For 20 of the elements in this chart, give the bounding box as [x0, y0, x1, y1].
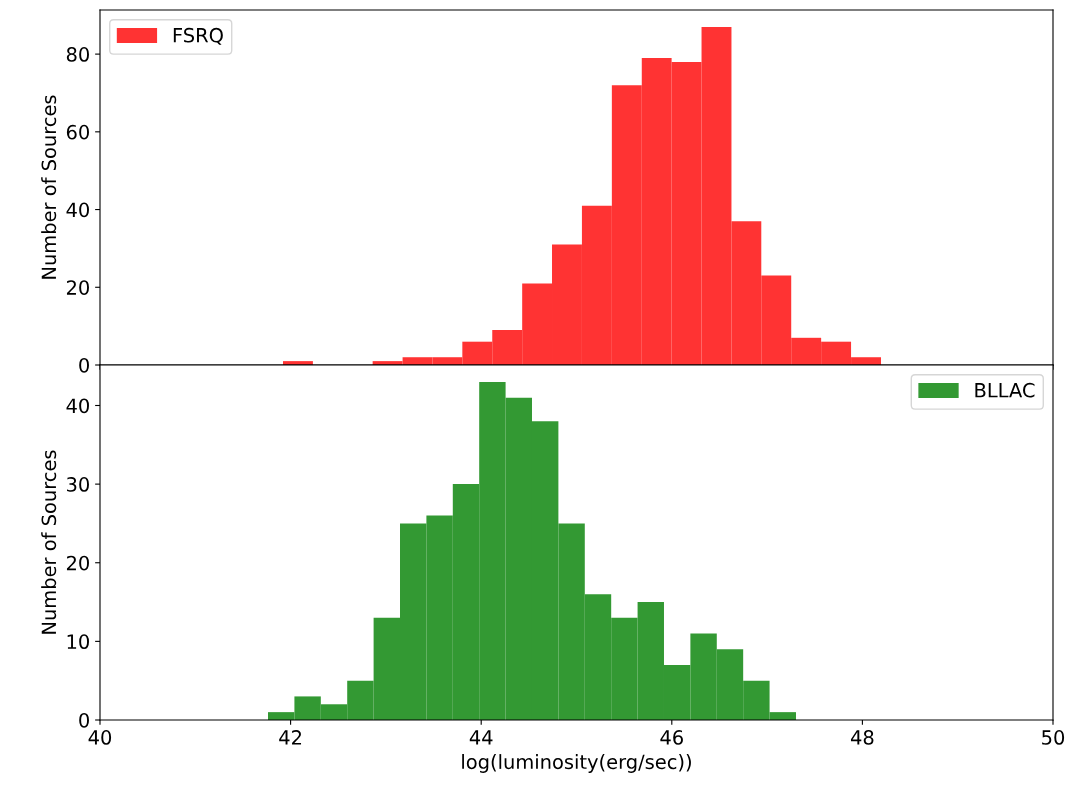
- x-axis-title: log(luminosity(erg/sec)): [462, 754, 691, 773]
- x-tick-label: 48: [850, 730, 874, 745]
- legend-label: FSRQ: [173, 27, 223, 45]
- y-tick-label: 80: [66, 47, 89, 62]
- y-tick-label: 40: [66, 398, 89, 414]
- y-tick-label: 10: [67, 634, 89, 650]
- y-tick-label: 20: [66, 555, 89, 571]
- y-tick-label: 0: [79, 712, 89, 728]
- y-axis-title: Number of Sources: [41, 450, 57, 634]
- y-tick-label: 0: [79, 357, 89, 373]
- x-tick-label: 50: [1042, 730, 1065, 745]
- y-tick-label: 30: [67, 477, 89, 492]
- legend-label: BLLAC: [975, 382, 1035, 398]
- x-tick-label: 42: [279, 730, 302, 745]
- y-tick-label: 60: [66, 124, 89, 140]
- y-tick-label: 40: [66, 202, 89, 218]
- y-axis-title: Number of Sources: [41, 95, 57, 279]
- y-tick-label: 20: [66, 280, 89, 295]
- x-tick-label: 44: [469, 730, 493, 745]
- x-tick-label: 46: [660, 730, 683, 745]
